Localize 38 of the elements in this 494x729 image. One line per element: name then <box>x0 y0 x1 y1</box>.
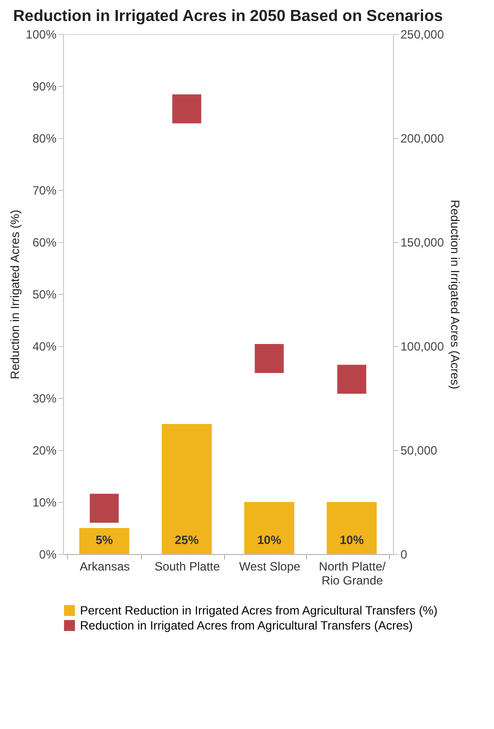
bar <box>162 424 212 554</box>
y-tick-label: 40% <box>32 340 57 354</box>
y2-tick-label: 0 <box>400 548 408 562</box>
bar <box>326 502 377 554</box>
y2-tick-label: 200,000 <box>400 132 444 146</box>
data-label: 10% <box>340 533 364 547</box>
y-tick-label: 100% <box>26 28 57 42</box>
legend-label: Reduction in Irrigated Acres from Agricultural Transfers (Acres) <box>80 618 413 632</box>
x-tick-label: North Platte/ Rio Grande <box>318 560 386 588</box>
y-tick-label: 30% <box>32 392 57 406</box>
y2-axis-title: Reduction in Irrigated Acres (Acres) <box>448 200 462 390</box>
bar <box>244 502 294 554</box>
x-tick-label: Arkansas <box>80 560 130 574</box>
y2-tick-label: 100,000 <box>400 340 444 354</box>
point <box>337 364 366 394</box>
y-tick-label: 70% <box>32 184 57 198</box>
y-tick-label: 10% <box>32 496 57 510</box>
y-axis-title: Reduction in Irrigated Acres (%) <box>8 210 22 380</box>
y2-tick-label: 50,000 <box>400 444 438 458</box>
point <box>90 494 119 523</box>
y-tick-label: 20% <box>32 444 57 458</box>
y-tick-label: 50% <box>32 288 57 302</box>
data-label: 10% <box>257 533 282 547</box>
y-tick-label: 0% <box>39 548 57 562</box>
legend-label: Percent Reduction in Irrigated Acres from Agricultural Transfers (%) <box>80 604 438 618</box>
x-tick-label: South Platte <box>154 560 220 574</box>
y-tick-label: 90% <box>32 80 57 94</box>
y-tick-label: 80% <box>32 132 57 146</box>
bar <box>79 528 130 554</box>
y-tick-label: 60% <box>32 236 57 250</box>
data-label: 25% <box>174 533 200 547</box>
point <box>172 94 202 124</box>
y2-tick-label: 150,000 <box>400 236 444 250</box>
chart-title: Reduction in Irrigated Acres in 2050 Based on Scenarios <box>13 8 443 25</box>
x-tick-label: West Slope <box>239 560 301 574</box>
y2-tick-label: 250,000 <box>400 28 444 42</box>
point <box>254 344 284 373</box>
data-label: 5% <box>96 533 114 547</box>
